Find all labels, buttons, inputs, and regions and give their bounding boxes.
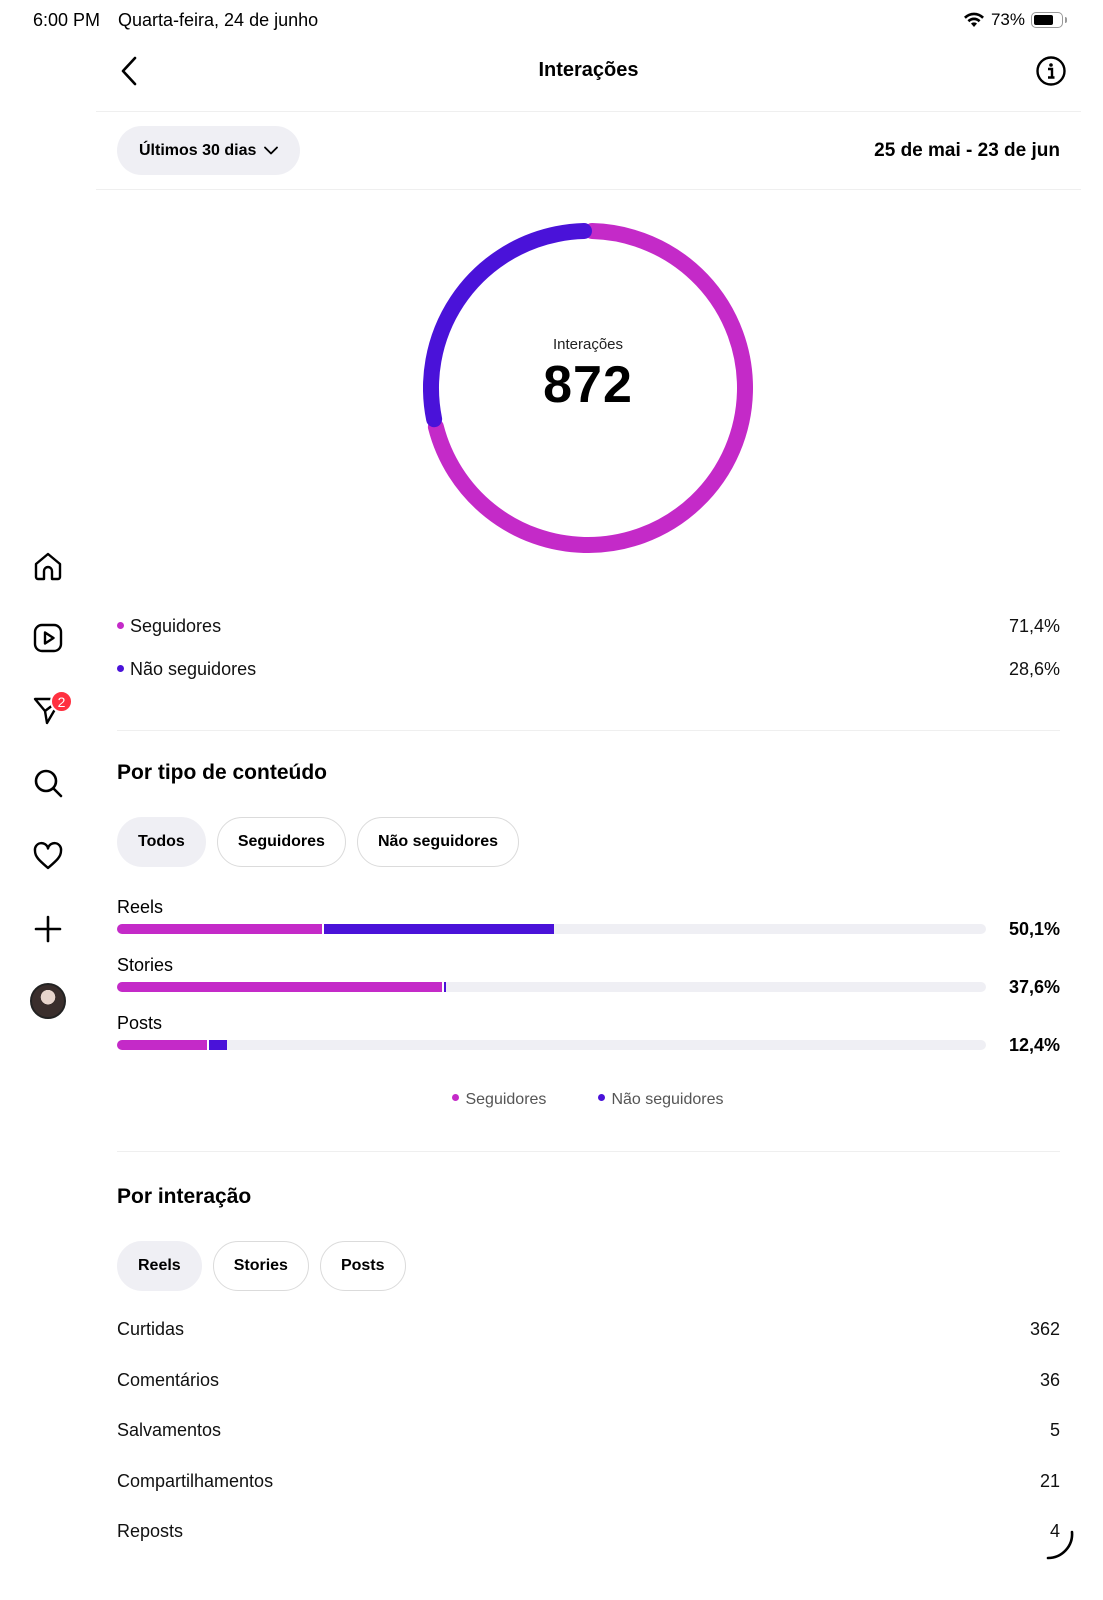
legend-label: Não seguidores <box>611 1091 724 1108</box>
heart-icon[interactable] <box>30 838 66 874</box>
status-bar: 6:00 PM Quarta-feira, 24 de junho 73% <box>0 0 1103 42</box>
interaction-label: Compartilhamentos <box>117 1471 274 1491</box>
bar-segment-seguidores <box>117 924 323 934</box>
status-time: 6:00 PM <box>33 10 101 30</box>
bar-track <box>117 924 986 934</box>
interaction-value: 5 <box>1049 1420 1060 1440</box>
bar-row-posts: Posts 12,4% <box>117 1013 1060 1071</box>
section-title-interaction: Por interação <box>117 1185 252 1208</box>
date-range-dropdown-label: Últimos 30 dias <box>139 141 257 159</box>
tab-seguidores[interactable]: Seguidores <box>216 817 346 867</box>
info-icon <box>1036 56 1066 86</box>
legend-label: Seguidores <box>465 1091 547 1108</box>
interaction-row-curtidas: Curtidas 362 <box>117 1319 1060 1340</box>
bar-total-label: 12,4% <box>1008 1035 1060 1055</box>
bar-track <box>117 982 986 992</box>
bar-segment-gap <box>442 982 444 992</box>
divider <box>117 1151 1060 1152</box>
bar-segment-nao-seguidores <box>444 982 446 992</box>
tab-todos[interactable]: Todos <box>117 817 206 867</box>
bar-total-label: 37,6% <box>1008 977 1060 997</box>
bar-label: Stories <box>117 955 174 975</box>
bar-label: Posts <box>117 1013 163 1033</box>
battery-percent: 73% <box>990 10 1025 29</box>
tab-nao-seguidores[interactable]: Não seguidores <box>356 817 519 867</box>
seguidores-dot <box>117 621 124 629</box>
bar-label: Reels <box>117 897 164 917</box>
section-title-content-type: Por tipo de conteúdo <box>117 761 327 784</box>
reels-icon[interactable] <box>30 620 66 656</box>
interaction-row-comentarios: Comentários 36 <box>117 1370 1060 1391</box>
battery-icon <box>1031 12 1067 28</box>
avatar[interactable] <box>30 983 66 1019</box>
filter-bar: Últimos 30 dias 25 de mai - 23 de jun <box>96 112 1081 190</box>
interaction-label: Salvamentos <box>117 1420 222 1440</box>
bar-row-reels: Reels 50,1% <box>117 897 1060 955</box>
interactions-donut-chart <box>423 223 753 553</box>
audience-label-text: Seguidores <box>130 616 222 636</box>
tab-stories[interactable]: Stories <box>212 1241 309 1291</box>
search-icon[interactable] <box>30 765 66 801</box>
nao-seguidores-dot <box>117 664 124 672</box>
bar-track <box>117 1040 986 1050</box>
nao-seguidores-dot <box>598 1094 606 1102</box>
interaction-row-reposts: Reposts 4 <box>117 1521 1060 1542</box>
donut-segment-seguidores <box>423 223 753 553</box>
bar-segment-seguidores <box>117 982 442 992</box>
page-title: Interações <box>538 59 639 81</box>
interaction-label: Curtidas <box>117 1319 185 1339</box>
plus-icon[interactable] <box>30 911 66 947</box>
bar-total-label: 50,1% <box>1008 919 1060 939</box>
audience-value: 28,6% <box>1008 659 1060 679</box>
date-range-dropdown[interactable]: Últimos 30 dias <box>117 126 301 175</box>
page-header: Interações <box>96 42 1081 112</box>
seguidores-dot <box>452 1094 460 1102</box>
audience-value: 71,4% <box>1008 616 1060 636</box>
donut-center: Interações 872 <box>423 223 753 553</box>
donut-segment-nao-seguidores <box>423 223 753 553</box>
legend-item-nao-seguidores: Não seguidores <box>598 1091 724 1109</box>
audience-label-text: Não seguidores <box>130 659 257 679</box>
interaction-value: 36 <box>1039 1370 1060 1390</box>
interaction-label: Reposts <box>117 1521 184 1541</box>
status-date: Quarta-feira, 24 de junho <box>118 10 319 30</box>
back-button[interactable] <box>114 54 144 88</box>
interaction-value: 362 <box>1029 1319 1060 1339</box>
interaction-value: 21 <box>1039 1471 1060 1491</box>
loading-spinner-icon <box>1046 1530 1074 1560</box>
bar-segment-nao-seguidores <box>209 1040 227 1050</box>
tab-reels[interactable]: Reels <box>117 1241 202 1291</box>
messages-badge: 2 <box>50 690 73 713</box>
date-range-text: 25 de mai - 23 de jun <box>874 140 1060 161</box>
audience-row-seguidores: Seguidores 71,4% <box>117 616 1060 637</box>
interaction-row-compartilhamentos: Compartilhamentos 21 <box>117 1471 1060 1492</box>
audience-row-nao-seguidores: Não seguidores 28,6% <box>117 659 1060 680</box>
interaction-row-salvamentos: Salvamentos 5 <box>117 1420 1060 1441</box>
interaction-value: 4 <box>1049 1521 1060 1541</box>
audience-label: Não seguidores <box>117 659 256 680</box>
donut-value: 872 <box>543 355 633 414</box>
donut-label: Interações <box>552 335 624 353</box>
status-right: 73% <box>963 10 1067 30</box>
divider <box>117 730 1060 731</box>
bar-segment-gap <box>207 1040 210 1050</box>
interaction-label: Comentários <box>117 1370 220 1390</box>
content-type-tabs: Todos Seguidores Não seguidores <box>117 817 519 867</box>
chart-legend: Seguidores Não seguidores <box>0 1091 1103 1109</box>
info-button[interactable] <box>1035 55 1067 87</box>
audience-label: Seguidores <box>117 616 221 637</box>
home-icon[interactable] <box>30 548 66 584</box>
chevron-left-icon <box>121 56 137 86</box>
bar-segment-nao-seguidores <box>324 924 555 934</box>
bar-segment-seguidores <box>117 1040 208 1050</box>
interaction-tabs: Reels Stories Posts <box>117 1241 406 1291</box>
tab-posts[interactable]: Posts <box>319 1241 406 1291</box>
wifi-icon <box>963 12 984 27</box>
bar-segment-gap <box>322 924 325 934</box>
bar-row-stories: Stories 37,6% <box>117 955 1060 1013</box>
chevron-down-icon <box>264 146 279 155</box>
legend-item-seguidores: Seguidores <box>452 1091 546 1109</box>
